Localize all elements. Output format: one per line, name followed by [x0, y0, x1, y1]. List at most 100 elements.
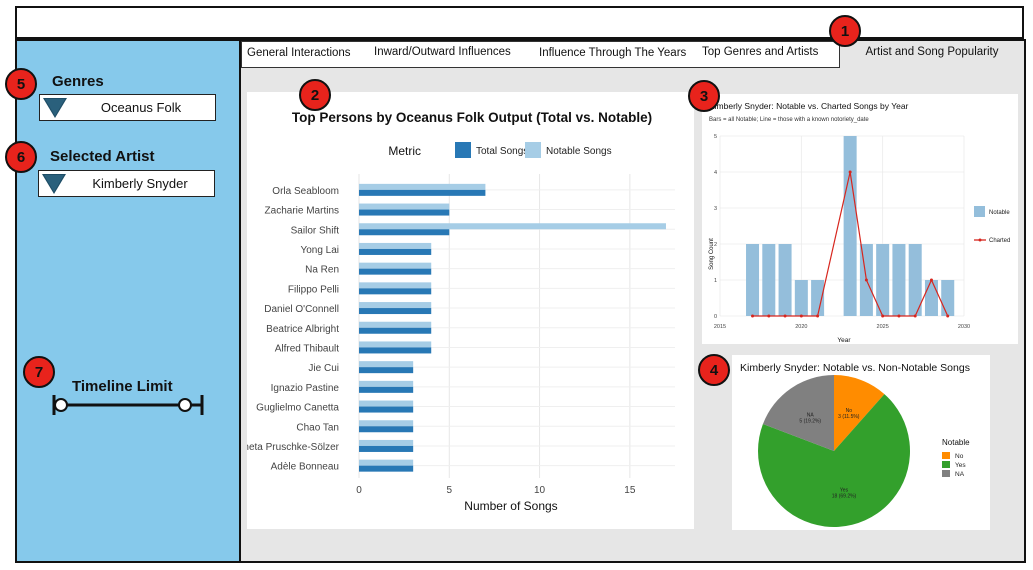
bar-total-14	[359, 465, 414, 472]
selected-artist-title: Selected Artist	[50, 148, 155, 165]
charted-point-2026	[897, 314, 901, 318]
legend-swatch-notable	[525, 142, 541, 158]
charted-point-2017	[751, 314, 755, 318]
legend-label-yes: Yes	[955, 462, 966, 469]
legend-marker-charted	[978, 238, 982, 242]
badge-5: 5	[5, 68, 37, 100]
timeline-slider[interactable]	[48, 392, 208, 418]
tab-influence-years[interactable]: Influence Through The Years	[539, 47, 687, 59]
chevron-down-icon	[42, 173, 66, 194]
category-label: Na Ren	[305, 265, 339, 276]
chart-title: Kimberly Snyder: Notable vs. Non-Notable…	[740, 362, 970, 374]
timeline-limit-title: Timeline Limit	[72, 378, 173, 395]
charted-point-2029	[946, 314, 950, 318]
legend-label-charted: Charted	[989, 238, 1010, 244]
bar-total-6	[359, 308, 432, 315]
slider-handle-end[interactable]	[178, 398, 192, 412]
bar-notable-6	[359, 302, 432, 309]
bar-total-2	[359, 229, 450, 236]
bar-total-7	[359, 327, 432, 334]
x-tick-label: 0	[356, 485, 362, 496]
x-axis-label: Number of Songs	[464, 499, 557, 513]
y-tick-label: 2	[714, 242, 717, 248]
charted-point-2019	[783, 314, 787, 318]
legend-swatch-na	[942, 470, 950, 477]
badge-1: 1	[829, 15, 861, 47]
pie-slice-yes	[758, 394, 910, 527]
y-tick-label: 4	[714, 170, 717, 176]
bar-total-9	[359, 367, 414, 374]
bar-notable-3	[359, 242, 432, 249]
bar-notable-7	[359, 321, 432, 328]
bar-notable-14	[359, 459, 414, 466]
x-tick-label: 2020	[795, 324, 807, 330]
pie-label-na: NA 5 (19.2%)	[799, 413, 821, 425]
legend-swatch-total	[455, 142, 471, 158]
charted-line	[752, 171, 949, 317]
category-label: Zacharie Martins	[265, 206, 339, 217]
legend-title: Metric	[388, 144, 421, 158]
artist-dropdown[interactable]: Kimberly Snyder	[38, 170, 215, 197]
bar-notable-2027	[908, 244, 922, 316]
legend-swatch-notable	[974, 206, 985, 217]
charted-point-2024	[864, 278, 868, 282]
top-persons-chart: Top Persons by Oceanus Folk Output (Tota…	[247, 110, 675, 513]
pie-label-no: No 3 (11.5%)	[838, 408, 860, 420]
bar-notable-2	[359, 223, 666, 230]
category-label: Orla Seabloom	[272, 186, 339, 197]
sidebar	[17, 41, 241, 561]
charted-point-2027	[913, 314, 917, 318]
bar-total-8	[359, 347, 432, 354]
bar-notable-1	[359, 203, 450, 210]
badge-2: 2	[299, 79, 331, 111]
notable-pie-chart: Kimberly Snyder: Notable vs. Non-Notable…	[740, 362, 970, 527]
charted-point-2018	[767, 314, 771, 318]
legend-title: Notable	[942, 438, 970, 447]
legend-label-na: NA	[955, 471, 965, 478]
badge-4: 4	[698, 354, 730, 386]
artist-dropdown-value: Kimberly Snyder	[92, 176, 188, 191]
category-label: Aneta Pruschke-Sölzer	[247, 442, 340, 453]
category-label: Guglielmo Canetta	[256, 403, 339, 414]
category-label: Alfred Thibault	[275, 343, 340, 354]
bar-notable-2029	[941, 280, 955, 316]
chevron-down-icon	[43, 97, 67, 118]
bar-notable-2019	[778, 244, 792, 316]
bar-total-4	[359, 268, 432, 275]
bar-notable-5	[359, 282, 432, 289]
y-tick-label: 3	[714, 206, 717, 212]
bar-notable-11	[359, 400, 414, 407]
tab-top-genres[interactable]: Top Genres and Artists	[702, 46, 819, 58]
x-axis-label: Year	[837, 337, 851, 344]
bar-total-11	[359, 406, 414, 413]
x-tick-label: 15	[624, 485, 636, 496]
tab-general-interactions[interactable]: General Interactions	[247, 47, 351, 59]
bar-total-13	[359, 445, 414, 452]
charted-point-2023	[848, 170, 852, 174]
y-tick-label: 5	[714, 134, 717, 140]
bar-notable-2017	[746, 244, 760, 316]
bar-total-5	[359, 288, 432, 295]
pie-slice-no	[834, 375, 885, 451]
legend-swatch-no	[942, 452, 950, 459]
charted-point-2028	[929, 278, 933, 282]
x-tick-label: 2025	[877, 324, 889, 330]
legend-label-notable: Notable	[989, 210, 1010, 216]
chart-title: Top Persons by Oceanus Folk Output (Tota…	[292, 110, 652, 125]
bar-notable-2021	[811, 280, 825, 316]
bar-total-10	[359, 386, 414, 393]
genre-dropdown[interactable]: Oceanus Folk	[39, 94, 216, 121]
slider-handle-start[interactable]	[54, 398, 68, 412]
bar-notable-13	[359, 439, 414, 446]
x-tick-label: 2015	[714, 324, 726, 330]
category-label: Daniel O'Connell	[264, 304, 339, 315]
bar-notable-2026	[892, 244, 906, 316]
category-label: Ignazio Pastine	[271, 383, 340, 394]
y-tick-label: 0	[714, 314, 717, 320]
bar-notable-10	[359, 380, 414, 387]
tab-inward-outward[interactable]: Inward/Outward Influences	[374, 46, 511, 58]
tab-artist-song-popularity[interactable]: Artist and Song Popularity	[840, 41, 1024, 65]
bar-notable-12	[359, 420, 414, 427]
category-label: Yong Lai	[300, 245, 339, 256]
chart-title: Kimberly Snyder: Notable vs. Charted Son…	[709, 101, 909, 111]
